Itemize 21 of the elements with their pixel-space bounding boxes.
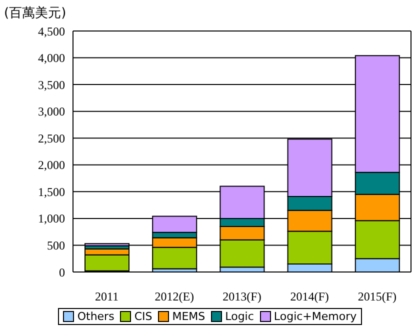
y-tick-label: 1,500 — [38, 184, 65, 199]
legend-label: MEMS — [172, 310, 206, 323]
y-tick-label: 4,500 — [38, 24, 65, 38]
x-tick-label: 2014(F) — [290, 290, 329, 304]
x-tick-label: 2012(E) — [154, 290, 194, 304]
y-tick-label: 3,000 — [38, 104, 65, 119]
y-tick-label: 3,500 — [38, 78, 65, 92]
legend-label: Logic+Memory — [274, 310, 357, 323]
x-tick-label: 2013(F) — [222, 290, 262, 304]
x-tick-label: 2011 — [95, 290, 119, 304]
legend-label: Logic — [225, 310, 254, 323]
legend-label: CIS — [134, 310, 152, 323]
y-axis-title: (百萬美元) — [4, 5, 66, 22]
y-tick-label: 500 — [47, 238, 65, 252]
legend-label: Others — [77, 310, 114, 323]
y-tick-label: 0 — [59, 265, 65, 280]
y-tick-label: 2,500 — [38, 131, 65, 146]
y-tick-label: 1,000 — [38, 212, 65, 226]
x-tick-label: 2015(F) — [358, 290, 397, 304]
y-tick-label: 4,000 — [38, 51, 65, 66]
y-tick-label: 2,000 — [38, 158, 65, 172]
